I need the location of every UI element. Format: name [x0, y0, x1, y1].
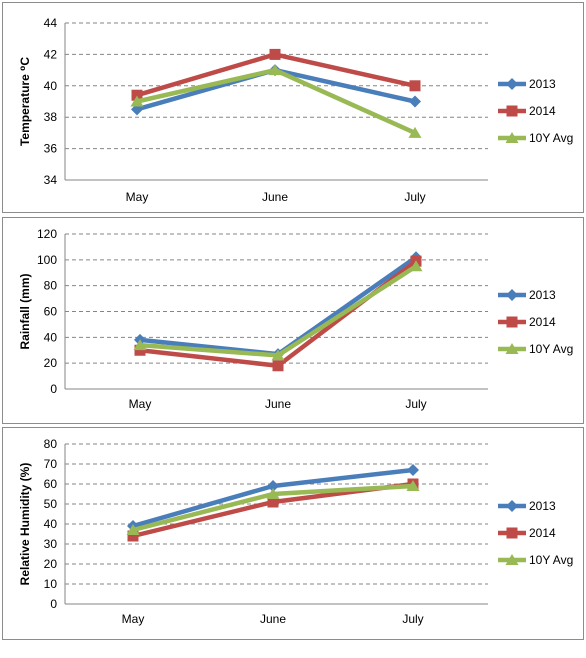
- y-tick-label: 50: [44, 497, 58, 511]
- temperature-chart-panel: 34 36 38 40 42 44 Temperature ⁰C May June July 201…: [2, 2, 584, 213]
- y-tick-label: 80: [44, 279, 58, 293]
- legend-marker: [505, 554, 519, 565]
- y-tick-label: 38: [44, 110, 58, 124]
- series-line-2013: [139, 255, 418, 357]
- x-tick-label: May: [122, 612, 145, 626]
- x-tick-label: July: [405, 397, 426, 411]
- data-point: [407, 464, 419, 476]
- y-axis-label: Rainfall (mm): [18, 273, 32, 349]
- data-point: [131, 89, 143, 101]
- y-tick-label: 20: [44, 356, 58, 370]
- x-tick-label: July: [402, 612, 423, 626]
- y-tick-label: 30: [44, 537, 58, 551]
- data-point: [268, 64, 282, 76]
- chart-svg: 0 10 20 30 40 50 60 70 80 Relative Humidity (%) Ma…: [18, 437, 573, 626]
- series-line-10y-avg: [136, 67, 416, 135]
- chart-svg: 34 36 38 40 42 44 Temperature ⁰C May June July 201…: [18, 16, 573, 204]
- y-tick-label: 40: [44, 330, 58, 344]
- y-tick-label: 42: [44, 47, 58, 61]
- y-tick-label: 40: [44, 79, 58, 93]
- y-tick-label: 0: [50, 597, 57, 611]
- legend-label: 10Y Avg: [529, 342, 573, 356]
- data-point: [409, 95, 421, 108]
- data-point: [272, 360, 284, 372]
- y-tick-label: 20: [44, 557, 58, 571]
- legend-marker: [506, 500, 518, 512]
- legend-label: 10Y Avg: [529, 553, 573, 567]
- y-tick-label: 60: [44, 305, 58, 319]
- data-point: [269, 48, 281, 60]
- legend-label: 2014: [529, 104, 556, 118]
- y-tick-label: 40: [44, 517, 58, 531]
- y-tick-label: 60: [44, 477, 58, 491]
- x-tick-label: June: [265, 397, 291, 411]
- legend-label: 2013: [529, 288, 556, 302]
- legend-marker: [505, 132, 519, 143]
- data-point: [133, 339, 147, 351]
- legend-label: 2014: [529, 526, 556, 540]
- data-point: [271, 349, 285, 361]
- data-point: [266, 488, 280, 499]
- legend-marker: [506, 316, 518, 328]
- legend-marker: [505, 343, 519, 354]
- data-point: [409, 80, 421, 92]
- data-point: [127, 530, 139, 542]
- legend-label: 10Y Avg: [529, 131, 573, 145]
- y-tick-label: 44: [44, 16, 58, 30]
- data-point: [267, 480, 279, 492]
- y-tick-label: 70: [44, 457, 58, 471]
- legend-label: 2013: [529, 77, 556, 91]
- y-axis-label: Relative Humidity (%): [18, 463, 32, 586]
- data-point: [409, 260, 423, 272]
- y-tick-label: 36: [44, 142, 58, 156]
- y-axis-label: Temperature ⁰C: [18, 57, 32, 146]
- legend-marker: [506, 105, 518, 117]
- x-tick-label: July: [404, 190, 425, 204]
- rainfall-chart-panel: 0 20 40 60 80 100 120 Rainfall (mm) May June July 2…: [2, 217, 584, 424]
- data-point: [408, 126, 422, 138]
- data-point: [130, 95, 144, 107]
- humidity-chart-panel: 0 10 20 30 40 50 60 70 80 Relative Humidity (%) Ma…: [2, 427, 584, 640]
- x-tick-label: June: [262, 190, 288, 204]
- x-tick-label: May: [129, 397, 152, 411]
- y-tick-label: 34: [44, 173, 58, 187]
- legend-marker: [506, 527, 518, 539]
- x-tick-label: June: [260, 612, 286, 626]
- data-point: [406, 480, 420, 491]
- y-tick-label: 100: [37, 253, 57, 267]
- data-point: [267, 496, 279, 508]
- y-tick-label: 10: [44, 577, 58, 591]
- data-point: [134, 344, 146, 356]
- y-tick-label: 80: [44, 437, 58, 451]
- y-tick-label: 0: [50, 382, 57, 396]
- x-tick-label: May: [126, 190, 149, 204]
- legend-label: 2014: [529, 315, 556, 329]
- legend-label: 2013: [529, 499, 556, 513]
- chart-svg: 0 20 40 60 80 100 120 Rainfall (mm) May June July 2…: [18, 227, 573, 411]
- data-point: [126, 524, 140, 535]
- legend-marker: [506, 289, 518, 301]
- legend-marker: [506, 78, 518, 90]
- y-tick-label: 120: [37, 227, 57, 241]
